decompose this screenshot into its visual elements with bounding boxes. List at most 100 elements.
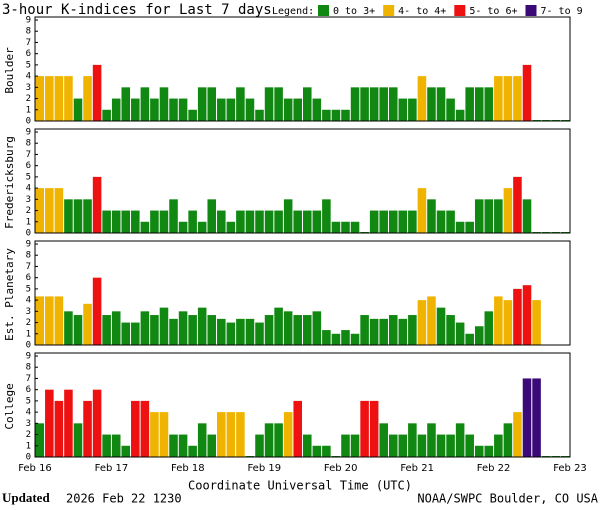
- bar: [436, 307, 446, 345]
- bar: [331, 333, 341, 345]
- bar: [35, 76, 45, 121]
- bar: [369, 210, 379, 233]
- bar: [293, 98, 302, 121]
- bar: [379, 87, 388, 121]
- bar: [102, 210, 111, 233]
- bar: [274, 87, 283, 121]
- bar: [427, 199, 436, 233]
- bar: [140, 400, 150, 457]
- bar: [159, 412, 169, 457]
- bar: [455, 423, 465, 457]
- bar: [293, 210, 302, 233]
- bar: [236, 412, 245, 457]
- y-axis-label: Boulder: [3, 47, 16, 94]
- bar: [121, 87, 131, 121]
- bar: [293, 400, 302, 457]
- y-tick-label: 8: [26, 139, 31, 149]
- bar: [312, 445, 322, 457]
- bar: [455, 109, 465, 121]
- bar: [522, 199, 532, 233]
- legend-swatch: [318, 5, 329, 16]
- bar: [503, 188, 513, 233]
- bar: [140, 87, 150, 121]
- x-tick-label: Feb 21: [400, 463, 434, 474]
- bar: [188, 210, 197, 233]
- legend-entry: 0 to 3+: [333, 6, 375, 17]
- bar: [73, 98, 83, 121]
- bar: [283, 311, 293, 345]
- y-tick-label: 7: [26, 38, 31, 48]
- legend-entry: 5- to 6+: [469, 6, 517, 17]
- bar: [245, 318, 255, 345]
- bar: [111, 311, 121, 345]
- bar: [274, 307, 283, 345]
- bar: [83, 76, 92, 121]
- bar: [455, 221, 465, 233]
- bar: [522, 64, 532, 121]
- bar: [188, 109, 197, 121]
- bar: [83, 400, 92, 457]
- bar: [73, 315, 83, 345]
- x-tick-label: Feb 18: [171, 463, 205, 474]
- bar: [408, 423, 417, 457]
- y-axis-label: College: [3, 383, 16, 429]
- bar: [255, 109, 264, 121]
- bar: [92, 64, 102, 121]
- y-tick-label: 6: [26, 273, 31, 283]
- bar: [35, 296, 45, 345]
- bar: [236, 87, 245, 121]
- bar: [131, 400, 140, 457]
- bar: [484, 199, 494, 233]
- bar: [436, 87, 446, 121]
- bar: [264, 315, 274, 345]
- bar: [494, 434, 503, 457]
- bar: [379, 423, 388, 457]
- bar: [312, 311, 322, 345]
- panel-frame: [34, 128, 571, 234]
- y-tick-label: 0: [26, 229, 31, 239]
- bar: [35, 423, 45, 457]
- x-tick-label: Feb 19: [247, 463, 281, 474]
- y-tick-label: 6: [26, 49, 31, 59]
- bar: [341, 221, 350, 233]
- bar: [474, 87, 484, 121]
- bar: [398, 434, 408, 457]
- y-tick-label: 1: [26, 217, 31, 227]
- bar: [303, 210, 312, 233]
- x-tick-label: Feb 20: [324, 463, 358, 474]
- y-tick-label: 8: [26, 363, 31, 373]
- bar: [484, 311, 494, 345]
- bar: [474, 445, 484, 457]
- legend-swatch: [383, 5, 395, 16]
- y-tick-label: 9: [26, 352, 31, 362]
- legend-swatch: [454, 5, 466, 16]
- y-tick-label: 9: [26, 16, 31, 26]
- bar: [226, 221, 236, 233]
- y-tick-label: 8: [26, 251, 31, 261]
- y-tick-label: 4: [26, 184, 31, 194]
- bar: [446, 98, 455, 121]
- bar: [474, 326, 484, 345]
- credit: NOAA/SWPC Boulder, CO USA: [417, 492, 598, 506]
- bar: [178, 311, 188, 345]
- y-tick-label: 3: [26, 307, 31, 317]
- bar: [388, 210, 398, 233]
- y-tick-label: 4: [26, 296, 31, 306]
- bar: [45, 389, 54, 457]
- bar: [532, 378, 541, 457]
- x-axis-label: Coordinate Universal Time (UTC): [188, 479, 412, 493]
- bar: [92, 176, 102, 233]
- bar: [140, 311, 150, 345]
- bar: [217, 98, 226, 121]
- bar: [197, 307, 207, 345]
- y-tick-label: 2: [26, 430, 31, 440]
- bar: [427, 87, 436, 121]
- x-tick-label: Feb 23: [553, 463, 587, 474]
- bar: [102, 109, 111, 121]
- bar: [455, 322, 465, 345]
- y-tick-label: 3: [26, 419, 31, 429]
- bar: [54, 76, 64, 121]
- bar: [54, 400, 64, 457]
- bar: [503, 423, 513, 457]
